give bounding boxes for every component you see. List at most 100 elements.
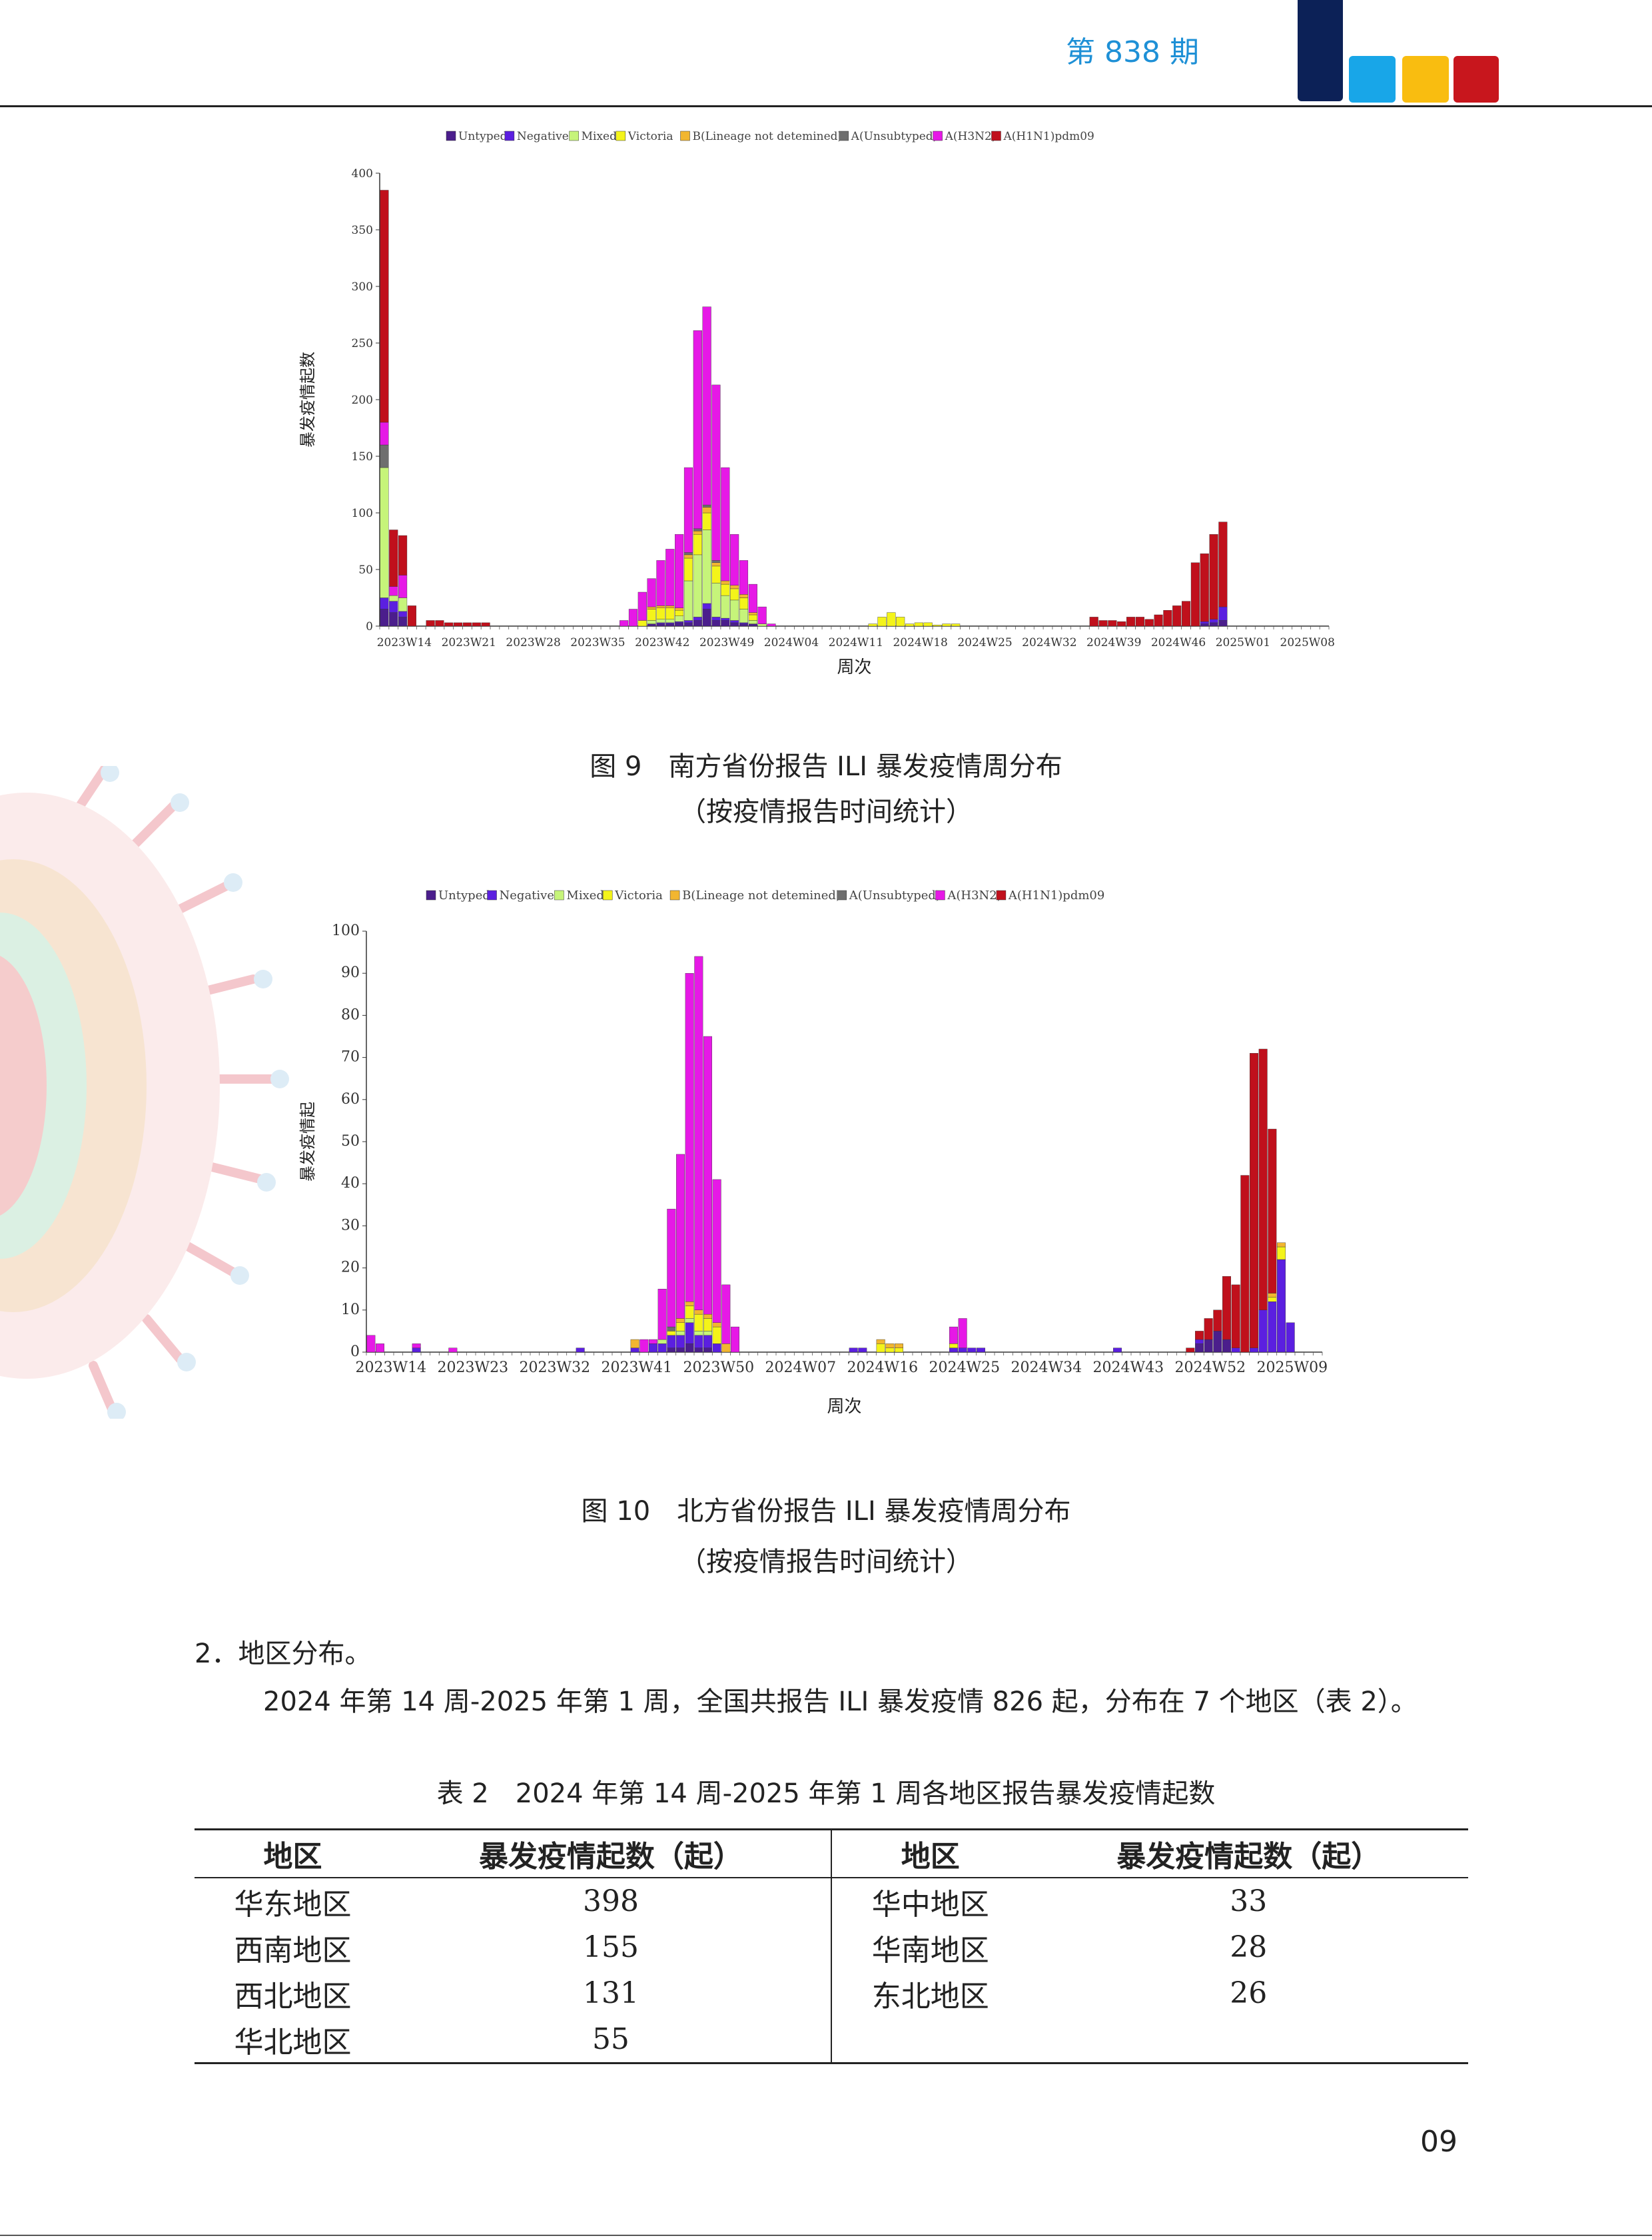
- bar-segment: [1268, 1293, 1277, 1298]
- bar-segment: [933, 625, 942, 627]
- bar-segment: [1213, 1309, 1222, 1331]
- col-header-region: 地区: [195, 1828, 391, 1878]
- bar-segment: [481, 622, 490, 627]
- bar-segment: [885, 1347, 895, 1353]
- brand-block-cyan: [1349, 56, 1396, 103]
- legend-label: Mixed: [566, 889, 604, 903]
- x-tick-label: 2023W14: [356, 1359, 427, 1376]
- bar-segment: [694, 1313, 703, 1331]
- bar-segment: [1222, 1339, 1231, 1353]
- bar-segment: [1209, 622, 1218, 627]
- bar-segment: [712, 1322, 721, 1327]
- figure10-svg: Untyped Negative Mixed Victoria B(Lineage no…: [298, 889, 1328, 1417]
- bar-segment: [667, 1331, 676, 1335]
- legend-label: Untyped: [438, 889, 490, 903]
- legend-label: Negative: [500, 889, 554, 903]
- y-tick-label: 80: [341, 1006, 360, 1023]
- bar-segment: [683, 558, 693, 581]
- bar-segment: [849, 1347, 858, 1353]
- bar-segment: [656, 623, 665, 627]
- bar-segment: [685, 972, 694, 1302]
- brand-block-gold: [1402, 56, 1449, 103]
- bar-segment: [675, 607, 684, 611]
- bar-segment: [656, 619, 665, 623]
- col-header-count: 暴发疫情起数（起）: [1029, 1828, 1468, 1878]
- bar-segment: [1200, 623, 1209, 627]
- bar-segment: [380, 609, 389, 627]
- bar-segment: [376, 1343, 384, 1353]
- bar-segment: [1277, 1242, 1286, 1248]
- bar-segment: [730, 620, 739, 623]
- bar-segment: [730, 599, 739, 621]
- bar-segment: [739, 594, 749, 598]
- bar-segment: [676, 1154, 685, 1319]
- bar-segment: [665, 605, 675, 609]
- bar-segment: [657, 1343, 667, 1353]
- x-tick-label: 2025W08: [1280, 636, 1335, 649]
- bar-segment: [739, 623, 749, 627]
- bar-segment: [694, 1309, 703, 1315]
- bar-segment: [712, 1343, 721, 1353]
- bar-segment: [630, 1339, 639, 1348]
- bar-segment: [1250, 1347, 1258, 1353]
- bar-segment: [649, 1339, 657, 1344]
- bar-segment: [721, 1343, 731, 1353]
- bar-segment: [702, 603, 711, 609]
- legend-swatch: [504, 131, 515, 141]
- figure9-svg: Untyped Negative Mixed Victoria B(Lineage no…: [298, 130, 1335, 677]
- figure9-caption-note: （按疫情报告时间统计）: [679, 797, 973, 827]
- bar-segment: [757, 623, 767, 627]
- bar-segment: [748, 623, 757, 627]
- x-tick-label: 2023W42: [635, 636, 689, 649]
- x-tick-label: 2023W21: [442, 636, 496, 649]
- legend-swatch: [837, 890, 847, 901]
- table-row: 西北地区 131 东北地区 26: [195, 1970, 1468, 2016]
- bar-segment: [1135, 617, 1144, 627]
- bar-segment: [676, 1331, 685, 1335]
- bar-segment: [1098, 620, 1108, 627]
- y-axis-title: 暴发疫情起: [298, 1102, 317, 1182]
- bar-segment: [683, 620, 693, 623]
- bar-segment: [711, 583, 721, 617]
- virus-illustration: [0, 766, 289, 1419]
- bar-segment: [1209, 534, 1218, 619]
- x-tick-label: 2023W49: [699, 636, 754, 649]
- x-tick-label: 2023W14: [377, 636, 432, 649]
- bar-segment: [885, 1343, 895, 1348]
- bar-segment: [407, 605, 416, 627]
- bar-segment: [748, 583, 757, 613]
- bar-segment: [412, 1343, 421, 1348]
- brand-block-navy: [1298, 0, 1343, 101]
- bar-segment: [398, 535, 408, 575]
- y-tick-label: 40: [341, 1175, 360, 1192]
- bar-segment: [721, 1284, 731, 1344]
- bar-segment: [739, 560, 749, 595]
- bar-segment: [748, 614, 757, 621]
- x-tick-label: 2024W32: [1022, 636, 1076, 649]
- bar-segment: [702, 507, 711, 514]
- bar-segment: [1204, 1318, 1213, 1340]
- bar-segment: [731, 1326, 739, 1353]
- bar-segment: [693, 617, 702, 621]
- table-cell: 55: [390, 2016, 831, 2064]
- table-cell: 东北地区: [830, 1970, 1029, 2016]
- legend-label: A(Unsubtyped): [851, 130, 938, 143]
- legend-label: Untyped: [458, 130, 508, 143]
- x-tick-label: 2024W46: [1151, 636, 1206, 649]
- table-cell: 华中地区: [830, 1878, 1029, 1924]
- bar-segment: [739, 597, 749, 609]
- bar-segment: [685, 1343, 694, 1353]
- bar-segment: [647, 578, 656, 607]
- legend-label: B(Lineage not detemined): [682, 889, 841, 903]
- x-tick-label: 2024W34: [1011, 1359, 1082, 1376]
- bar-segment: [876, 1343, 885, 1353]
- y-tick-label: 20: [341, 1260, 360, 1276]
- y-tick-label: 70: [341, 1049, 360, 1066]
- bar-segment: [876, 1339, 885, 1344]
- bar-segment: [1268, 1301, 1277, 1353]
- bar-segment: [676, 1318, 685, 1323]
- bar-segment: [949, 1326, 958, 1344]
- bar-segment: [1154, 614, 1163, 627]
- table-cell: 26: [1230, 1976, 1268, 2010]
- bar-segment: [398, 575, 408, 598]
